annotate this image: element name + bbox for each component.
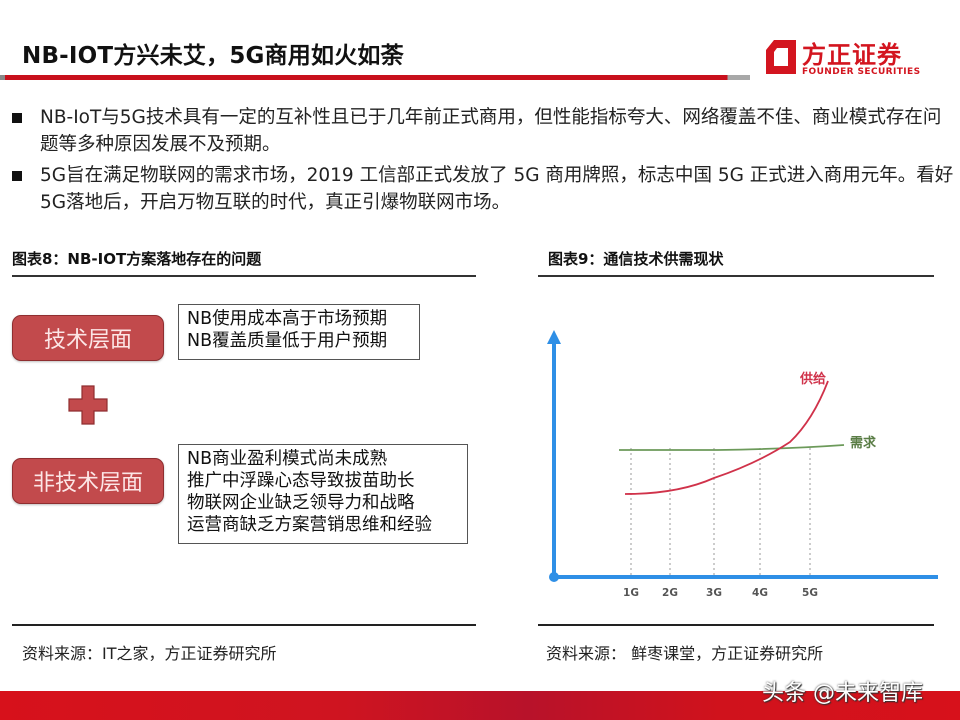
technical-issues-box: NB使用成本高于市场预期 NB覆盖质量低于用户预期 [178,304,420,360]
figure9-heading-rule [538,275,934,277]
figure9-bottom-rule [538,624,934,626]
figure9-heading: 图表9：通信技术供需现状 [548,250,724,268]
issue-item: NB覆盖质量低于用户预期 [187,331,388,351]
title-underline [0,75,750,80]
demand-label: 需求 [850,435,877,451]
slide-title: NB-IOT方兴未艾，5G商用如火如荼 [22,43,404,69]
issue-item: NB商业盈利模式尚未成熟 [187,449,388,469]
logo-name-en: FOUNDER SECURITIES [802,67,921,77]
logo-name-cn: 方正证券 [802,41,902,69]
bullet-square-icon [12,171,22,181]
bullet-text: 5G旨在满足物联网的需求市场，2019 工信部正式发放了 5G 商用牌照，标志中… [40,165,954,213]
non-technical-issues-box: NB商业盈利模式尚未成熟 推广中浮躁心态导致拔苗助长 物联网企业缺乏领导力和战略… [178,444,468,544]
summary-bullets: NB-IoT与5G技术具有一定的互补性且已于几年前正式商用，但性能指标夸大、网络… [10,104,958,220]
pill-technical: 技术层面 [12,315,164,361]
bullet-item: NB-IoT与5G技术具有一定的互补性且已于几年前正式商用，但性能指标夸大、网络… [10,104,958,158]
x-tick-label: 5G [802,587,818,599]
issue-item: 物联网企业缺乏领导力和战略 [187,493,415,513]
pill-non-technical: 非技术层面 [12,458,164,504]
supply-label: 供给 [799,371,826,387]
plus-icon [68,385,108,425]
chart-gridlines [630,448,811,576]
bullet-square-icon [12,113,22,123]
figure8-heading: 图表8：NB-IOT方案落地存在的问题 [12,250,262,268]
issue-item: 推广中浮躁心态导致拔苗助长 [187,471,415,491]
x-tick-label: 1G [623,587,639,599]
figure8-source: 资料来源：IT之家，方正证券研究所 [22,644,277,663]
x-tick-label: 3G [706,587,722,599]
founder-logo-mark-icon [766,40,796,74]
watermark: 头条 @未来智库 [762,681,923,706]
bullet-text: NB-IoT与5G技术具有一定的互补性且已于几年前正式商用，但性能指标夸大、网络… [40,107,942,155]
footer-band [0,691,960,720]
x-tick-label: 2G [662,587,678,599]
figure8-heading-rule [12,275,476,277]
supply-curve [624,380,829,495]
figure8-bottom-rule [12,624,476,626]
axis-origin-dot [549,572,559,582]
founder-securities-logo: 方正证券 FOUNDER SECURITIES [766,36,936,82]
chart-canvas: 供给 需求 1G 2G 3G 4G 5G [547,330,938,599]
y-axis-arrow-icon [547,330,561,344]
issue-item: NB使用成本高于市场预期 [187,309,388,329]
x-tick-label: 4G [752,587,768,599]
supply-demand-chart: 供给 需求 1G 2G 3G 4G 5G [538,318,938,608]
issue-item: 运营商缺乏方案营销思维和经验 [187,515,432,535]
bullet-item: 5G旨在满足物联网的需求市场，2019 工信部正式发放了 5G 商用牌照，标志中… [10,162,958,216]
figure9-source: 资料来源： 鲜枣课堂，方正证券研究所 [546,644,824,663]
